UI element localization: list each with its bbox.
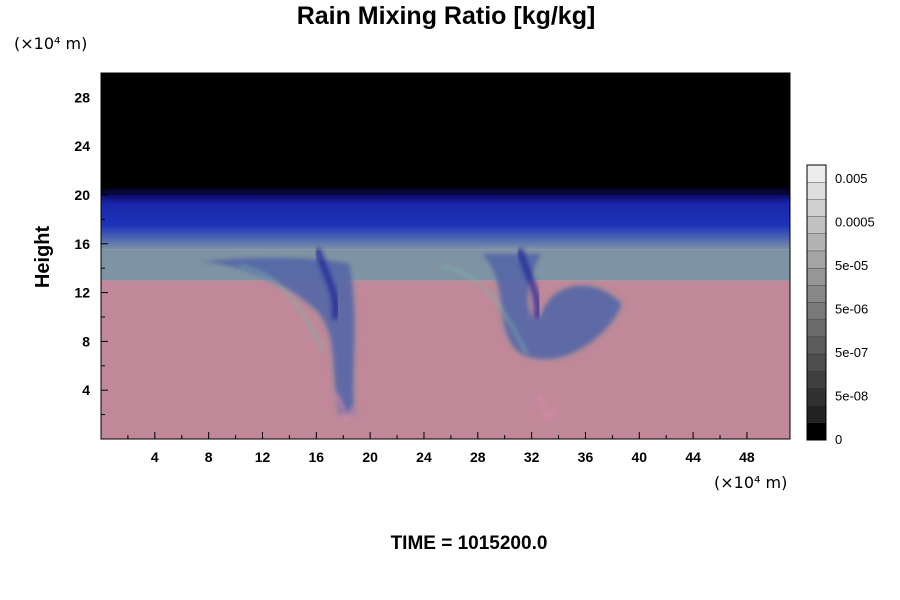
colorbar-cell <box>806 302 827 320</box>
x-tick-label: 4 <box>151 449 159 465</box>
colorbar-cell <box>806 199 827 217</box>
colorbar-cell <box>806 164 827 183</box>
region-2 <box>101 195 790 250</box>
plume-tail <box>534 392 560 423</box>
colorbar-label: 5e-05 <box>835 258 868 273</box>
plume-stem <box>314 247 340 320</box>
x-tick-label: 44 <box>685 449 701 465</box>
colorbar-label: 5e-06 <box>835 302 868 317</box>
x-tick-label: 24 <box>416 449 432 465</box>
colorbar-cell <box>806 233 827 252</box>
plume-streak <box>441 264 528 355</box>
colorbar-cell <box>806 422 827 441</box>
colorbar-cell <box>806 371 827 389</box>
colorbar-label: 5e-08 <box>835 389 868 404</box>
x-axis-unit: (×10⁴ m) <box>714 473 787 492</box>
y-tick-label: 8 <box>82 333 90 349</box>
colorbar-cell <box>806 319 827 338</box>
colorbar-labels: 0.005 0.0005 5e-05 5e-06 5e-07 5e-08 0 <box>835 171 875 447</box>
colorbar-label: 5e-07 <box>835 345 868 360</box>
y-tick-label: 20 <box>74 187 90 203</box>
x-tick-label: 32 <box>524 449 540 465</box>
colorbar-cell <box>806 182 827 200</box>
x-tick-label: 28 <box>470 449 486 465</box>
region-0 <box>101 280 790 439</box>
colorbar-cell <box>806 285 827 303</box>
y-axis-label: Height <box>32 226 54 289</box>
x-tick-label: 36 <box>578 449 594 465</box>
plume-tail <box>332 392 358 423</box>
y-axis: 4 8 12 16 20 24 28 <box>74 89 108 416</box>
colorbar-cell <box>806 216 827 234</box>
heatmap-field <box>101 73 790 439</box>
y-tick-label: 16 <box>74 236 90 252</box>
colorbar-frame <box>806 164 827 441</box>
y-tick-label: 12 <box>74 285 90 301</box>
x-tick-label: 20 <box>362 449 378 465</box>
heatmap-features <box>199 247 622 423</box>
plot-frame <box>100 72 791 440</box>
y-tick-label: 4 <box>82 382 90 398</box>
x-tick-label: 48 <box>739 449 755 465</box>
x-tick-label: 8 <box>205 449 213 465</box>
colorbar-label: 0 <box>835 432 842 447</box>
region-3 <box>101 73 790 195</box>
plume-1 <box>441 247 622 423</box>
colorbar-label: 0.0005 <box>835 215 875 230</box>
plume-core <box>199 257 355 415</box>
plume-streak <box>239 264 327 355</box>
colorbar-cell <box>806 353 827 372</box>
time-label: TIME = 1015200.0 <box>391 533 548 554</box>
plume-stem <box>516 247 542 320</box>
chart-title: Rain Mixing Ratio [kg/kg] <box>297 2 596 30</box>
x-tick-label: 12 <box>255 449 271 465</box>
colorbar-cell <box>806 405 827 423</box>
x-axis: 4 8 12 16 20 24 28 32 36 40 44 48 <box>127 432 755 465</box>
colorbar-cell <box>806 267 827 286</box>
y-tick-label: 28 <box>74 89 90 105</box>
region-edge-softener <box>101 189 790 201</box>
colorbar-cell <box>806 250 827 269</box>
plume-0 <box>199 247 358 423</box>
heatmap-regions <box>101 73 790 439</box>
colorbar-cell <box>806 336 827 355</box>
y-tick-label: 24 <box>74 138 90 154</box>
x-tick-label: 40 <box>631 449 647 465</box>
y-axis-unit: (×10⁴ m) <box>14 34 87 53</box>
x-tick-label: 16 <box>309 449 325 465</box>
colorbar: 0.005 0.0005 5e-05 5e-06 5e-07 5e-08 0 <box>806 164 875 447</box>
colorbar-cells <box>806 164 827 441</box>
colorbar-label: 0.005 <box>835 171 868 186</box>
colorbar-cell <box>806 388 827 406</box>
